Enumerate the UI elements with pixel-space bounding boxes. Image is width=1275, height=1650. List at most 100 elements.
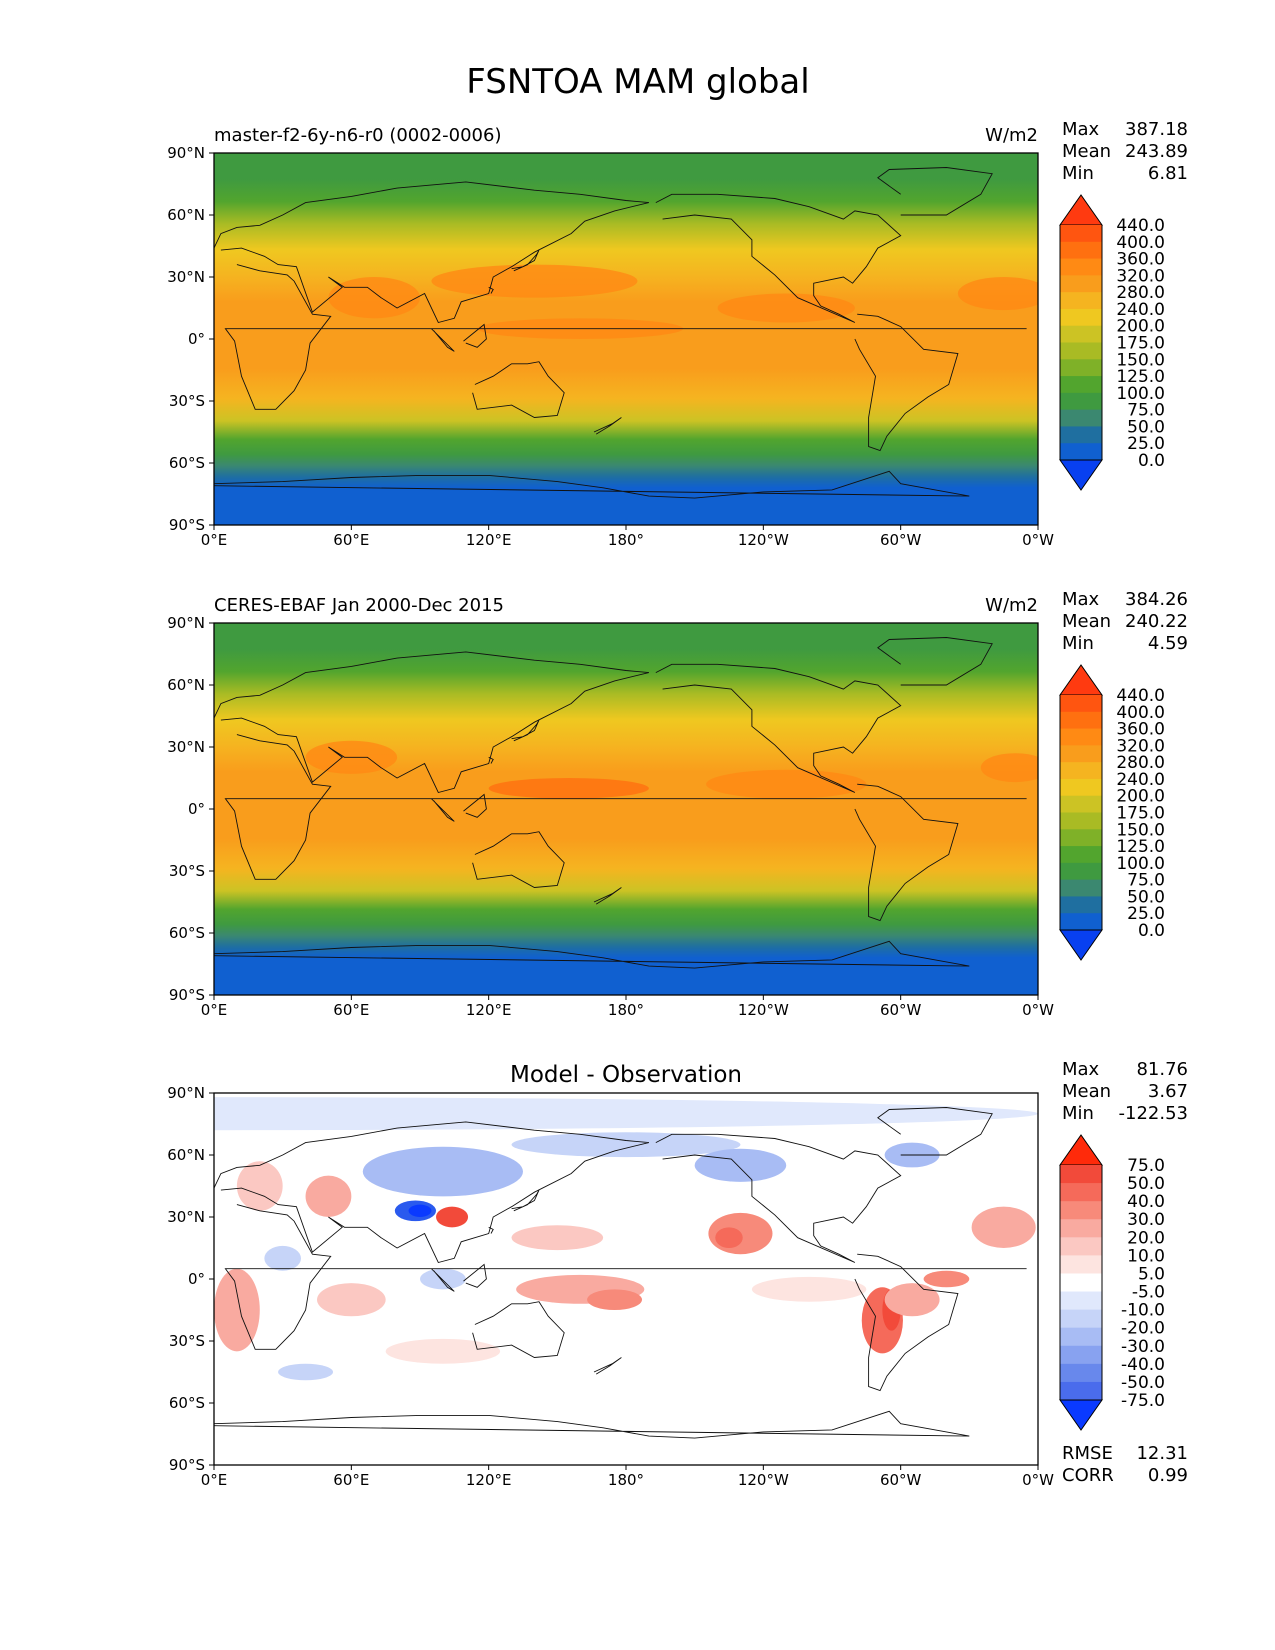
anomaly-feature bbox=[305, 1175, 352, 1218]
zonal-field-background bbox=[214, 153, 1038, 525]
x-tick-label: 60°E bbox=[333, 1471, 369, 1489]
stat-value-mean: 243.89 bbox=[1125, 141, 1188, 162]
y-tick-label: 0° bbox=[188, 1270, 205, 1288]
colorbar-outline bbox=[1059, 225, 1103, 460]
colorbar-label: 175.0 bbox=[1116, 334, 1165, 354]
anomaly-feature bbox=[420, 1268, 466, 1290]
x-tick-label: 0°E bbox=[201, 1471, 228, 1489]
colorbar-label: 400.0 bbox=[1116, 703, 1165, 723]
x-tick-label: 60°E bbox=[333, 531, 369, 549]
coastline bbox=[488, 286, 494, 294]
colorbar-label: 100.0 bbox=[1116, 384, 1165, 404]
coastline bbox=[463, 793, 487, 818]
coastline bbox=[655, 663, 902, 793]
coastline bbox=[511, 1189, 540, 1212]
map-panel-2: 0°E 60°E 120°E 180° 120°W 60°W 0°W 90°N 60°N 30°N… bbox=[167, 589, 1188, 1019]
colorbar-label: 50.0 bbox=[1127, 1174, 1165, 1194]
x-tick-label: 0°W bbox=[1022, 1471, 1054, 1489]
colorbar-label: 40.0 bbox=[1127, 1192, 1165, 1212]
colorbar-extend-min bbox=[1059, 459, 1103, 491]
colorbar-label: 440.0 bbox=[1116, 686, 1165, 706]
coastline bbox=[472, 831, 565, 888]
panel-title: master-f2-6y-n6-r0 (0002-0006) bbox=[214, 125, 501, 146]
map-field-3 bbox=[214, 1093, 1038, 1465]
colorbar-segment bbox=[1060, 1363, 1102, 1383]
field-feature bbox=[957, 277, 1038, 311]
y-tick-label: 60°S bbox=[169, 1394, 205, 1412]
colorbar-segment bbox=[1060, 879, 1102, 897]
y-tick-label: 60°S bbox=[169, 454, 205, 472]
stat-label-mean: Mean bbox=[1062, 141, 1111, 162]
x-tick-label: 180° bbox=[608, 531, 644, 549]
colorbar-segment bbox=[1060, 728, 1102, 746]
map-panel-1: 0°E 60°E 120°E 180° 120°W 60°W 0°W 90°N 60°N 30°N… bbox=[167, 119, 1188, 549]
colorbar-segment bbox=[1060, 1273, 1102, 1293]
x-tick-label: 0°E bbox=[201, 531, 228, 549]
coastline bbox=[463, 323, 487, 348]
colorbar-label: 25.0 bbox=[1127, 904, 1165, 924]
colorbar-segment bbox=[1060, 1309, 1102, 1329]
x-tick-label: 60°W bbox=[880, 531, 922, 549]
field-feature bbox=[706, 769, 867, 799]
map-field-2 bbox=[214, 623, 1038, 995]
x-tick-label: 120°W bbox=[738, 1471, 789, 1489]
y-tick-label: 60°N bbox=[167, 1146, 205, 1164]
colorbar-label: -30.0 bbox=[1121, 1337, 1165, 1357]
anomaly-feature bbox=[214, 1097, 1038, 1131]
colorbar-segment bbox=[1060, 695, 1102, 713]
coastline bbox=[224, 734, 1027, 880]
stat-label-min: Min bbox=[1062, 1103, 1094, 1124]
colorbar-segment bbox=[1060, 1291, 1102, 1311]
stat-value-max: 387.18 bbox=[1125, 119, 1188, 140]
colorbar-label: -40.0 bbox=[1121, 1355, 1165, 1375]
colorbar-label: 400.0 bbox=[1116, 233, 1165, 253]
anomaly-feature bbox=[511, 1225, 604, 1251]
coastline bbox=[655, 193, 902, 323]
y-tick-label: 30°S bbox=[169, 1332, 205, 1350]
colorbar-label: 150.0 bbox=[1116, 350, 1165, 370]
colorbar-label: 0.0 bbox=[1138, 451, 1165, 471]
colorbar-label: 280.0 bbox=[1116, 753, 1165, 773]
anomaly-feature bbox=[971, 1206, 1036, 1249]
y-tick-label: 90°N bbox=[167, 614, 205, 632]
colorbar-outline bbox=[1059, 695, 1103, 930]
colorbar-segment bbox=[1060, 241, 1102, 260]
metric-value-rmse: 12.31 bbox=[1136, 1443, 1188, 1464]
metric-label-corr: CORR bbox=[1062, 1465, 1114, 1486]
stat-value-max: 81.76 bbox=[1136, 1059, 1188, 1080]
x-tick-label: 180° bbox=[608, 1471, 644, 1489]
colorbar-label: 240.0 bbox=[1116, 770, 1165, 790]
field-feature bbox=[488, 778, 649, 799]
stat-label-mean: Mean bbox=[1062, 1081, 1111, 1102]
colorbar-label: 440.0 bbox=[1116, 216, 1165, 236]
y-tick-label: 60°N bbox=[167, 206, 205, 224]
metric-value-corr: 0.99 bbox=[1148, 1465, 1188, 1486]
colorbar-label: 75.0 bbox=[1127, 871, 1165, 891]
colorbar-segment bbox=[1060, 778, 1102, 797]
figure-title: FSNTOA MAM global bbox=[466, 62, 809, 102]
coastline bbox=[463, 1263, 487, 1288]
stat-label-max: Max bbox=[1062, 1059, 1100, 1080]
colorbar-segment bbox=[1060, 762, 1102, 780]
colorbar-label: 0.0 bbox=[1138, 921, 1165, 941]
colorbar-segment bbox=[1060, 1219, 1102, 1238]
anomaly-feature bbox=[436, 1206, 469, 1228]
colorbar-label: 150.0 bbox=[1116, 820, 1165, 840]
field-feature bbox=[431, 264, 638, 298]
x-tick-label: 120°E bbox=[466, 531, 512, 549]
colorbar-extend-max bbox=[1059, 194, 1103, 226]
coastline bbox=[214, 470, 970, 499]
coastline bbox=[877, 1107, 993, 1156]
colorbar-extend-max bbox=[1059, 1134, 1103, 1166]
colorbar: 440.0400.0360.0320.0280.0240.0200.0175.0… bbox=[1059, 194, 1165, 491]
coastline bbox=[854, 783, 959, 922]
anomaly-feature bbox=[884, 1283, 940, 1317]
anomaly-feature bbox=[511, 1132, 741, 1158]
colorbar-extend-min bbox=[1059, 1399, 1103, 1431]
colorbar-segment bbox=[1060, 1345, 1102, 1365]
colorbar-label: -10.0 bbox=[1121, 1301, 1165, 1321]
stat-value-max: 384.26 bbox=[1125, 589, 1188, 610]
anomaly-feature bbox=[362, 1146, 523, 1197]
panel-title: CERES-EBAF Jan 2000-Dec 2015 bbox=[214, 595, 504, 616]
